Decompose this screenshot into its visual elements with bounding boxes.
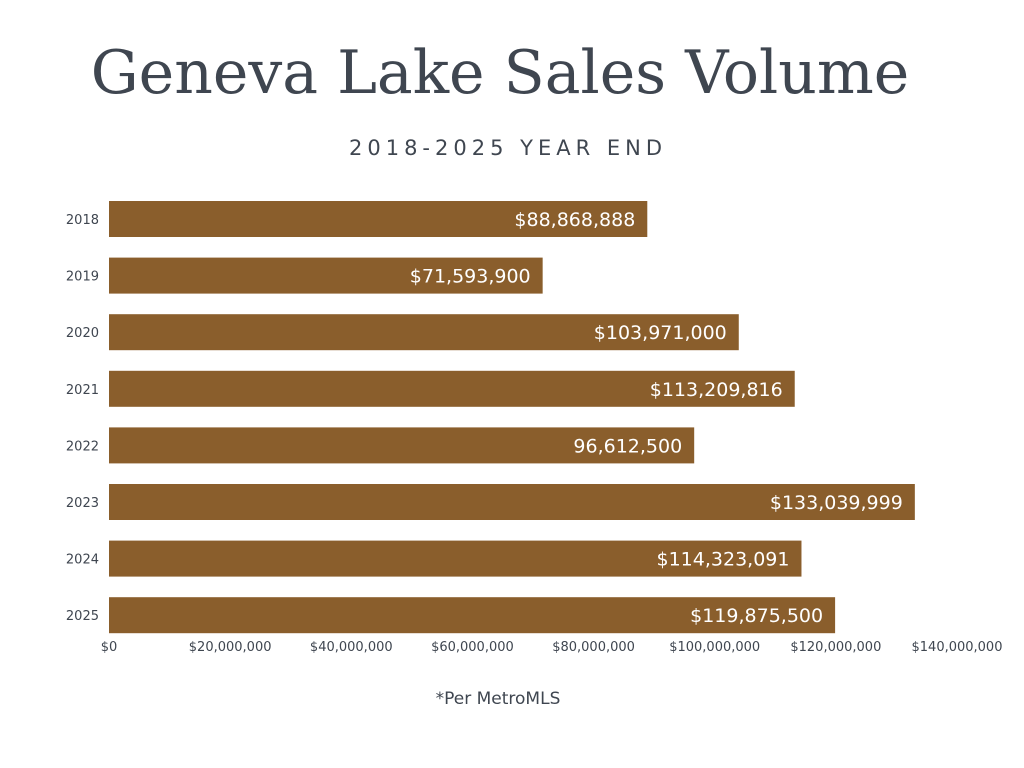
bar-2020 (109, 314, 739, 351)
category-label-2025: 2025 (66, 609, 99, 624)
category-label-2020: 2020 (66, 326, 99, 341)
category-label-2024: 2024 (66, 553, 99, 568)
bar-2022 (109, 427, 695, 464)
x-tick-label: $120,000,000 (790, 640, 881, 655)
category-label-2021: 2021 (66, 383, 99, 398)
data-label-2020: $103,971,000 (594, 322, 727, 344)
bar-2021 (109, 370, 795, 407)
data-label-2023: $133,039,999 (770, 492, 903, 514)
data-label-2024: $114,323,091 (657, 549, 790, 571)
category-label-2022: 2022 (66, 439, 99, 454)
x-tick-label: $0 (101, 640, 118, 655)
data-label-2022: 96,612,500 (573, 435, 682, 457)
bar-2024 (109, 540, 802, 577)
data-label-2019: $71,593,900 (410, 266, 531, 288)
x-tick-label: $80,000,000 (552, 640, 635, 655)
x-tick-label: $140,000,000 (912, 640, 1003, 655)
bar-2023 (109, 484, 915, 520)
data-label-2021: $113,209,816 (650, 379, 783, 401)
bar-2019 (109, 257, 543, 294)
category-label-2018: 2018 (66, 213, 99, 228)
category-label-2023: 2023 (66, 496, 99, 511)
category-label-2019: 2019 (66, 270, 99, 285)
data-label-2018: $88,868,888 (514, 209, 635, 231)
bar-2018 (109, 201, 648, 237)
chart-subtitle: 2018-2025 YEAR END (348, 136, 668, 160)
source-footnote: *Per MetroMLS (435, 689, 561, 709)
chart-title: Geneva Lake Sales Volume (90, 38, 910, 108)
x-tick-label: $100,000,000 (669, 640, 760, 655)
bar-2025 (109, 597, 836, 634)
x-tick-label: $20,000,000 (189, 640, 272, 655)
x-tick-label: $60,000,000 (431, 640, 514, 655)
x-tick-label: $40,000,000 (310, 640, 393, 655)
data-label-2025: $119,875,500 (690, 605, 823, 627)
